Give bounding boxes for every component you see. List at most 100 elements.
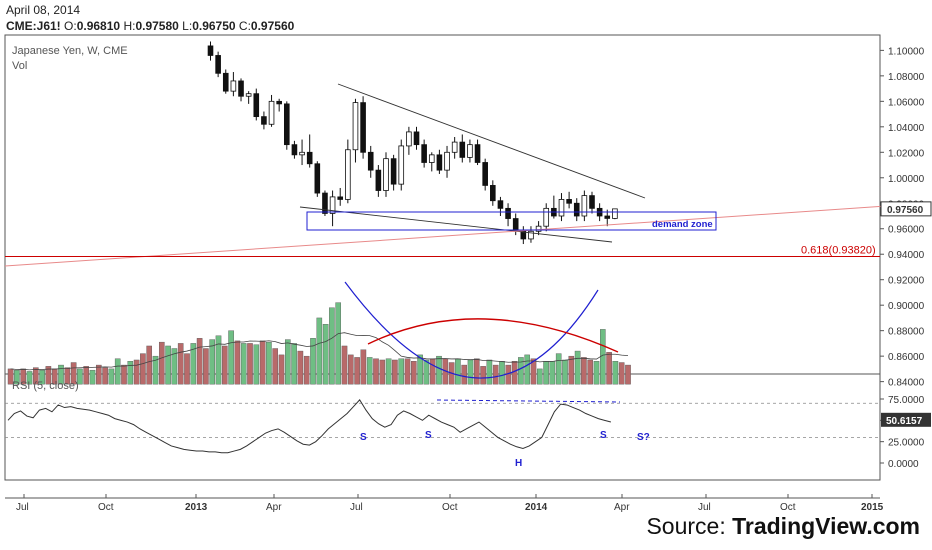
- volume-bar: [171, 348, 178, 385]
- candle-body: [406, 131, 412, 147]
- time-tick-label: Oct: [442, 502, 458, 513]
- time-tick-label: 2013: [185, 502, 208, 513]
- rsi-panel-title: RSI (5, close): [12, 380, 79, 392]
- candle-body: [314, 163, 321, 194]
- volume-bar: [436, 355, 442, 385]
- volume-bar: [480, 366, 486, 385]
- candle-body: [398, 145, 405, 185]
- volume-bar: [625, 364, 631, 385]
- volume-bar: [266, 341, 272, 385]
- chart-date: April 08, 2014: [6, 3, 81, 17]
- price-tick-label: 0.84000: [888, 378, 925, 389]
- candle-body: [451, 141, 458, 153]
- open-value: 0.96810: [76, 19, 121, 33]
- volume-bar: [568, 355, 575, 385]
- candle-body: [322, 192, 328, 214]
- candle-body: [558, 199, 565, 217]
- rsi-annotation-label: S?: [637, 432, 650, 443]
- volume-bar: [26, 371, 33, 385]
- volume-bar: [33, 367, 39, 385]
- volume-bar: [253, 344, 260, 385]
- volume-bar: [417, 354, 423, 385]
- volume-bar: [89, 369, 96, 385]
- volume-bar: [600, 329, 606, 385]
- volume-bar: [524, 354, 530, 385]
- candle-body: [390, 158, 397, 185]
- volume-bar: [285, 339, 291, 385]
- close-label: C:: [238, 19, 251, 33]
- candle-body: [306, 151, 313, 165]
- volume-bar: [492, 364, 499, 385]
- candle-body: [291, 144, 298, 156]
- demand-zone-box: [306, 211, 717, 231]
- volume-bar: [45, 366, 52, 385]
- candle-body: [535, 225, 542, 232]
- volume-bar: [310, 338, 316, 385]
- candle-body: [612, 208, 618, 219]
- volume-bar: [587, 359, 593, 385]
- volume-bar: [14, 369, 20, 385]
- volume-bar: [612, 361, 619, 385]
- rsi-annotation-label: S: [425, 430, 432, 441]
- ohlc-readout: CME:J61! O:0.96810 H:0.97580 L:0.96750 C…: [6, 19, 294, 33]
- volume-bar: [581, 357, 587, 385]
- candle-body: [459, 141, 466, 158]
- volume-bar: [467, 359, 474, 385]
- volume-bar: [165, 345, 171, 385]
- candle-body: [566, 199, 572, 204]
- price-tick-label: 0.94000: [888, 250, 925, 261]
- candle-body: [444, 151, 450, 171]
- candle-body: [581, 195, 588, 217]
- candle-body: [482, 162, 488, 186]
- candle-body: [367, 151, 374, 171]
- volume-bar: [322, 324, 329, 385]
- volume-bar: [474, 358, 480, 385]
- volume-bar: [240, 343, 247, 385]
- volume-bar: [555, 353, 562, 385]
- main-panel-title: Japanese Yen, W, CME: [12, 45, 128, 57]
- volume-bar: [373, 358, 379, 385]
- demand-zone-label: demand zone: [652, 219, 713, 230]
- price-tick-label: 1.10000: [888, 46, 925, 57]
- rising-trendline: [4, 202, 931, 267]
- volume-bar: [272, 348, 279, 385]
- rsi-tick-label: 0.0000: [888, 459, 919, 470]
- volume-bar: [127, 361, 134, 385]
- price-tick-label: 1.06000: [888, 97, 925, 108]
- support-trendline: [299, 206, 613, 243]
- candle-body: [238, 80, 244, 97]
- volume-bar: [291, 343, 297, 385]
- high-label: H:: [123, 19, 136, 33]
- candle-body: [268, 100, 275, 125]
- volume-bar: [618, 362, 625, 385]
- volume-bar: [209, 339, 216, 385]
- volume-bar: [221, 345, 228, 385]
- volume-bar: [392, 359, 398, 385]
- time-tick-label: Oct: [98, 502, 114, 513]
- volume-bar: [511, 361, 518, 385]
- volume-bar: [152, 355, 159, 385]
- symbol-label: CME:J61!: [6, 19, 61, 33]
- time-tick-label: Apr: [266, 502, 282, 513]
- volume-bar: [354, 357, 360, 385]
- candle-body: [261, 116, 267, 125]
- candle-body: [207, 45, 214, 56]
- volume-bar: [203, 348, 209, 385]
- price-tick-label: 0.90000: [888, 301, 925, 312]
- volume-bar: [398, 358, 405, 385]
- candle-body: [253, 93, 260, 118]
- candle-body: [520, 230, 527, 240]
- volume-bar: [158, 341, 165, 385]
- volume-bar: [461, 364, 468, 385]
- volume-bar: [574, 350, 581, 385]
- volume-bar: [499, 361, 505, 385]
- low-label: L:: [182, 19, 193, 33]
- volume-bar: [530, 358, 537, 385]
- volume-bar: [196, 338, 203, 385]
- close-value: 0.97560: [250, 19, 295, 33]
- price-tick-label: 1.00000: [888, 174, 925, 185]
- volume-bar: [366, 357, 373, 385]
- volume-bar: [379, 359, 386, 385]
- volume-bar: [190, 343, 197, 385]
